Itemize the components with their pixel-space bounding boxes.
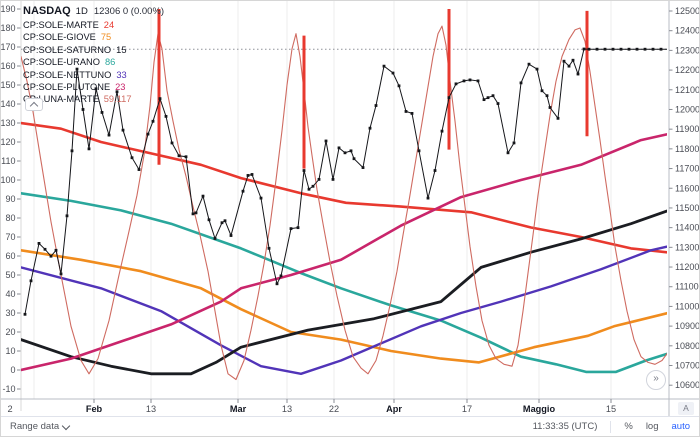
- price-change-summary: 12306 0 (0.00%): [93, 6, 165, 17]
- svg-text:11200: 11200: [675, 262, 699, 272]
- svg-text:0: 0: [10, 365, 15, 375]
- svg-text:Mar: Mar: [230, 404, 247, 414]
- symbol-name: NASDAQ: [23, 5, 71, 17]
- range-data-dropdown[interactable]: Range data: [10, 421, 71, 432]
- svg-text:13: 13: [146, 404, 156, 414]
- svg-text:11800: 11800: [675, 144, 699, 154]
- svg-text:120: 120: [1, 137, 16, 147]
- svg-text:Feb: Feb: [86, 404, 103, 414]
- svg-text:Apr: Apr: [386, 404, 402, 414]
- svg-text:140: 140: [1, 99, 16, 109]
- svg-text:20: 20: [5, 327, 15, 337]
- svg-text:15: 15: [606, 404, 616, 414]
- svg-text:10900: 10900: [675, 321, 700, 331]
- axis-auto-button[interactable]: A: [678, 402, 694, 415]
- a-icon: A: [683, 403, 689, 413]
- legend-item-sole-giove[interactable]: CP:SOLE-GIOVE 75: [23, 32, 112, 43]
- svg-text:130: 130: [1, 118, 16, 128]
- svg-text:100: 100: [1, 175, 16, 185]
- legend: NASDAQ 1D 12306 0 (0.00%) CP:SOLE-MARTE 24 …: [23, 4, 164, 106]
- svg-text:150: 150: [1, 80, 16, 90]
- svg-text:70: 70: [5, 232, 15, 242]
- legend-value-6: 59.117: [103, 94, 132, 105]
- toolbar-divider: [610, 420, 612, 433]
- legend-value-1: 75: [100, 32, 112, 43]
- svg-text:12500: 12500: [675, 6, 700, 16]
- chevron-up-icon: [29, 101, 39, 110]
- svg-text:11600: 11600: [675, 183, 699, 193]
- svg-text:22: 22: [329, 404, 339, 414]
- svg-text:10600: 10600: [675, 380, 700, 390]
- svg-text:17: 17: [462, 404, 472, 414]
- svg-text:80: 80: [5, 213, 15, 223]
- symbol-title-row[interactable]: NASDAQ 1D 12306 0 (0.00%): [23, 4, 164, 19]
- legend-value-2: 15: [116, 44, 127, 55]
- legend-item-sole-plutone[interactable]: CP:SOLE-PLUTONE 23: [23, 82, 126, 93]
- svg-text:11700: 11700: [675, 164, 699, 174]
- timeframe-label: 1D: [75, 6, 88, 17]
- svg-text:90: 90: [5, 194, 15, 204]
- legend-item-sole-marte[interactable]: CP:SOLE-MARTE 24: [23, 20, 115, 30]
- price-chart-canvas[interactable]: 1901801701601501401301201101009080706050…: [1, 1, 700, 419]
- chevron-down-icon: [61, 421, 71, 430]
- svg-text:11100: 11100: [675, 282, 699, 292]
- svg-text:2: 2: [7, 404, 12, 414]
- svg-text:12100: 12100: [675, 85, 700, 95]
- svg-text:11300: 11300: [675, 242, 699, 252]
- svg-text:40: 40: [5, 289, 15, 299]
- legend-item-luna-marte[interactable]: CP:LUNA-MARTE 59.117: [23, 94, 132, 105]
- legend-item-sole-urano[interactable]: CP:SOLE-URANO 86: [23, 57, 116, 68]
- svg-text:Maggio: Maggio: [523, 404, 556, 414]
- svg-text:13: 13: [282, 404, 292, 414]
- svg-text:60: 60: [5, 251, 15, 261]
- svg-text:10700: 10700: [675, 361, 700, 371]
- svg-text:-10: -10: [2, 384, 15, 394]
- scale-auto-button[interactable]: auto: [671, 421, 691, 432]
- svg-text:10: 10: [5, 346, 15, 356]
- svg-text:190: 190: [1, 4, 16, 14]
- double-chevron-right-icon: »: [653, 373, 659, 384]
- svg-text:11000: 11000: [675, 301, 699, 311]
- svg-text:50: 50: [5, 270, 15, 280]
- bottom-toolbar: Range data 11:33:35 (UTC) % log auto: [1, 416, 699, 436]
- legend-value-0: 24: [103, 20, 115, 30]
- svg-text:12400: 12400: [675, 26, 700, 36]
- svg-text:30: 30: [5, 308, 15, 318]
- legend-value-4: 33: [116, 69, 127, 80]
- svg-text:110: 110: [1, 156, 15, 166]
- range-data-label: Range data: [10, 421, 60, 432]
- svg-text:12200: 12200: [675, 65, 700, 75]
- svg-text:170: 170: [1, 42, 16, 52]
- legend-value-5: 23: [115, 82, 126, 93]
- svg-text:11900: 11900: [675, 124, 699, 134]
- legend-value-3: 86: [104, 57, 116, 68]
- svg-text:160: 160: [1, 61, 16, 71]
- svg-text:180: 180: [1, 23, 16, 33]
- svg-text:10800: 10800: [675, 341, 700, 351]
- svg-text:12000: 12000: [675, 104, 700, 114]
- svg-text:11400: 11400: [675, 223, 699, 233]
- legend-item-sole-nettuno[interactable]: CP:SOLE-NETTUNO 33: [23, 69, 127, 80]
- legend-item-sole-saturno[interactable]: CP:SOLE-SATURNO 15: [23, 44, 127, 55]
- legend-collapse-button[interactable]: [25, 98, 43, 111]
- scroll-to-latest-button[interactable]: »: [646, 370, 666, 390]
- svg-text:11500: 11500: [675, 203, 699, 213]
- scale-percent-button[interactable]: %: [624, 421, 633, 432]
- scale-log-button[interactable]: log: [645, 421, 659, 432]
- clock-utc-label[interactable]: 11:33:35 (UTC): [532, 421, 598, 432]
- svg-text:12300: 12300: [675, 45, 700, 55]
